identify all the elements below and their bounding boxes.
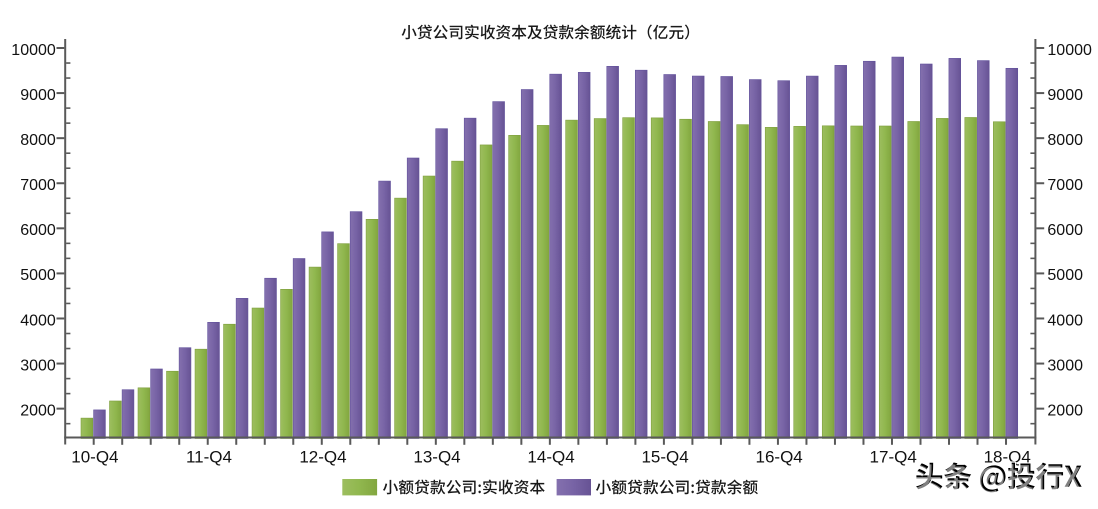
svg-text:4000: 4000 [1047,312,1083,329]
svg-text:7000: 7000 [1047,177,1083,194]
svg-text:10-Q4: 10-Q4 [71,447,118,466]
svg-text:11-Q4: 11-Q4 [186,447,232,466]
svg-text:13-Q4: 13-Q4 [413,447,460,466]
svg-text:5000: 5000 [1047,267,1083,284]
svg-text:14-Q4: 14-Q4 [527,447,574,466]
svg-text:6000: 6000 [1047,222,1083,239]
svg-text:16-Q4: 16-Q4 [756,447,803,466]
svg-text:4000: 4000 [20,312,56,329]
svg-text:18-Q4: 18-Q4 [984,447,1031,466]
svg-text:15-Q4: 15-Q4 [641,447,688,466]
svg-text:9000: 9000 [20,87,56,104]
svg-text:3000: 3000 [20,357,56,374]
svg-text:2000: 2000 [1047,402,1083,419]
svg-text:9000: 9000 [1047,87,1083,104]
svg-text:2000: 2000 [20,402,56,419]
svg-text:10000: 10000 [1047,42,1092,59]
svg-text:8000: 8000 [20,132,56,149]
svg-text:17-Q4: 17-Q4 [870,447,917,466]
svg-text:12-Q4: 12-Q4 [299,447,346,466]
svg-text:7000: 7000 [20,177,56,194]
svg-text:5000: 5000 [20,267,56,284]
svg-text:3000: 3000 [1047,357,1083,374]
svg-text:8000: 8000 [1047,132,1083,149]
svg-text:10000: 10000 [11,42,56,59]
svg-text:6000: 6000 [20,222,56,239]
